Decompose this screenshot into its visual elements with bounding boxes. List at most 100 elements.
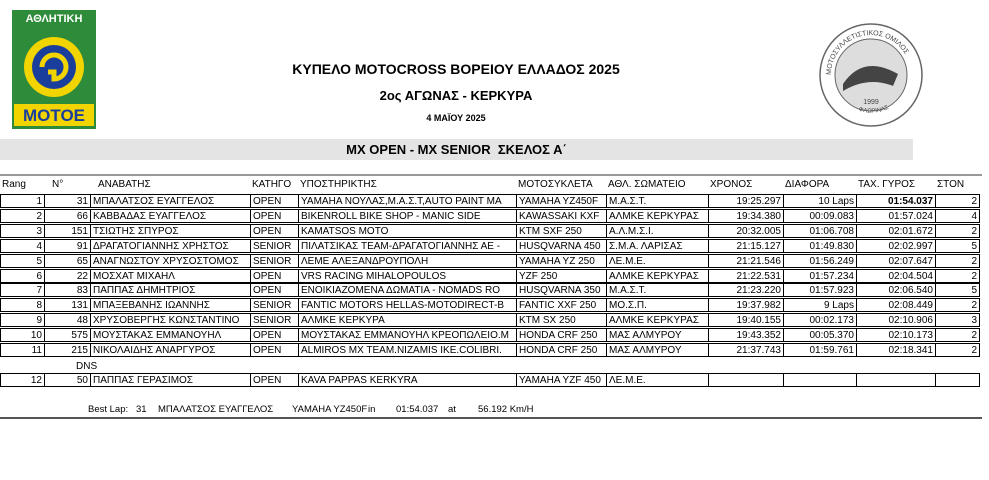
table-row: 5 65 ΑΝΑΓΝΩΣΤΟΥ ΧΡΥΣΟΣΤΟΜΟΣ SENIOR ΛΕΜΕ ΑΛΕΞ… (0, 253, 980, 269)
best-lap-number: 31 (136, 404, 147, 415)
table-cell: 50 (44, 372, 90, 387)
table-cell: BIKENROLL BIKE SHOP - MANIC SIDE (298, 208, 516, 223)
title: ΚΥΠΕΛΟ MOTOCROSS ΒΟΡΕΙΟΥ ΕΛΛΑΔΟΣ 2025 (292, 61, 620, 77)
best-lap-in: in (368, 404, 376, 415)
table-cell: 01:59.761 (783, 343, 856, 357)
table-cell (935, 372, 980, 387)
table-row: 8 131 ΜΠΑΞΕΒΑΝΗΣ ΙΩΑΝΝΗΣ SENIOR FANTIC MOTOR… (0, 298, 980, 313)
logo-bottom-text: ΜΟΤΟΕ (23, 106, 85, 125)
table-cell: 2 (0, 208, 44, 223)
table-cell: HUSQVARNA 450 (516, 238, 606, 253)
race-bar (0, 139, 913, 160)
table-cell: 21:15.127 (708, 238, 783, 253)
table-cell: 21:23.220 (708, 283, 783, 298)
table-cell: 2 (935, 253, 980, 268)
column-header: ΔΙΑΦΟΡΑ (785, 179, 830, 190)
table-cell: ΠΑΠΠΑΣ ΓΕΡΑΣΙΜΟΣ (90, 372, 250, 387)
table-cell: YAMAHA YZ 250 (516, 253, 606, 268)
table-cell: ΝΙΚΟΛΑΙΔΗΣ ΑΝΑΡΓΥΡΟΣ (90, 343, 250, 357)
table-cell: HUSQVARNA 350 (516, 283, 606, 298)
table-cell: 48 (44, 313, 90, 328)
table-cell: 2 (935, 328, 980, 343)
table-cell: 8 (0, 298, 44, 313)
best-lap-speed: 56.192 Km/H (478, 404, 534, 415)
dns-label: DNS (76, 360, 98, 372)
table-cell: 01:56.249 (783, 253, 856, 268)
logo-top-text: ΑΘΛΗΤΙΚΗ (26, 13, 83, 25)
table-cell: 5 (0, 253, 44, 268)
table-cell: 00:02.173 (783, 313, 856, 328)
table-cell: 02:07.647 (856, 253, 935, 268)
table-cell (783, 372, 856, 387)
table-cell: ΕΝΟΙΚΙΑΖΟΜΕΝΑ ΔΩΜΑΤΙΑ - NOMADS RO (298, 283, 516, 298)
table-cell: ΜΟΥΣΤΑΚΑΣ ΕΜΜΑΝΟΥΗΛ (90, 328, 250, 343)
table-cell: ΧΡΥΣΟΒΕΡΓΗΣ ΚΩΝΣΤΑΝΤΙΝΟ (90, 313, 250, 328)
table-cell: 00:09.083 (783, 208, 856, 223)
race-title: MX OPEN - MX SENIOR ΣΚΕΛΟΣ Α΄ (346, 142, 567, 157)
table-row: 11 215 ΝΙΚΟΛΑΙΔΗΣ ΑΝΑΡΓΥΡΟΣ OPEN ALMIROS MX … (0, 343, 980, 358)
table-cell: 02:04.504 (856, 268, 935, 283)
column-header: ΜΟΤΟΣΥΚΛΕΤΑ (518, 179, 593, 190)
table-cell: OPEN (250, 223, 298, 238)
table-cell: YAMAHA YZF 450 (516, 372, 606, 387)
table-cell: OPEN (250, 283, 298, 298)
table-cell: 575 (44, 328, 90, 343)
table-cell: 10 (0, 328, 44, 343)
svg-text:ΦΛΩΡΙΝΑΣ: ΦΛΩΡΙΝΑΣ (858, 105, 890, 115)
table-cell: 11 (0, 343, 44, 357)
logo-right: ΜΟΤΟΣΥΛΛΕΤΙΣΤΙΚΟΣ ΟΜΙΛΟΣ 1999 ΦΛΩΡΙΝΑΣ (819, 23, 923, 127)
table-cell: KAVA PAPPAS KERKYRA (298, 372, 516, 387)
table-cell: 7 (0, 283, 44, 298)
table-row: 1 31 ΜΠΑΛΑΤΣΟΣ ΕΥΑΓΓΕΛΟΣ OPEN YAMAHA ΝΟΥΛΑΣ,… (0, 194, 980, 209)
table-cell: SENIOR (250, 298, 298, 313)
table-cell: ΠΙΛΑΤΣΙΚΑΣ TEAM-ΔΡΑΓΑΤΟΓΙΑΝΝΗΣ ΑΕ - (298, 238, 516, 253)
header-rule (0, 174, 982, 176)
table-cell: 01:06.708 (783, 223, 856, 238)
column-header: ΑΝΑΒΑΤΗΣ (98, 179, 151, 190)
table-cell: 9 (0, 313, 44, 328)
best-lap: Best Lap: 31 ΜΠΑΛΑΤΣΟΣ ΕΥΑΓΓΕΛΟΣ YAMAHA YZ4… (0, 404, 980, 418)
table-cell: 21:22.531 (708, 268, 783, 283)
table-cell: KAMATSOS MOTO (298, 223, 516, 238)
table-cell: Μ.Α.Σ.Τ. (606, 194, 708, 208)
table-cell: 3 (935, 313, 980, 328)
table-cell: ΜΠΑΛΑΤΣΟΣ ΕΥΑΓΓΕΛΟΣ (90, 194, 250, 208)
table-row: 9 48 ΧΡΥΣΟΒΕΡΓΗΣ ΚΩΝΣΤΑΝΤΙΝΟ SENIOR ΑΛΜΚΕ ΚΕ… (0, 313, 980, 328)
table-cell: 01:54.037 (856, 194, 935, 208)
table-cell: OPEN (250, 343, 298, 357)
table-cell: 65 (44, 253, 90, 268)
table-cell: 02:08.449 (856, 298, 935, 313)
subtitle: 2ος ΑΓΩΝΑΣ - ΚΕΡΚΥΡΑ (379, 88, 533, 103)
table-cell: ΜΟΥΣΤΑΚΑΣ ΕΜΜΑΝΟΥΗΛ ΚΡΕΟΠΩΛΕΙΟ.Μ (298, 328, 516, 343)
column-header: N° (52, 179, 64, 190)
table-cell: KAWASSAKI KXF (516, 208, 606, 223)
table-cell: 151 (44, 223, 90, 238)
table-cell: 02:01.672 (856, 223, 935, 238)
table-cell: 5 (935, 283, 980, 298)
table-cell: ΜΟΣΧΑΤ ΜΙΧΑΗΛ (90, 268, 250, 283)
table-cell: 31 (44, 194, 90, 208)
table-cell: 01:49.830 (783, 238, 856, 253)
table-cell: VRS RACING MIHALOPOULOS (298, 268, 516, 283)
table-cell: 215 (44, 343, 90, 357)
table-cell: 01:57.234 (783, 268, 856, 283)
table-cell: 4 (935, 208, 980, 223)
table-cell: OPEN (250, 372, 298, 387)
table-row: 4 91 ΔΡΑΓΑΤΟΓΙΑΝΝΗΣ ΧΡΗΣΤΟΣ SENIOR ΠΙΛΑΤΣΙΚΑ… (0, 238, 980, 254)
table-cell: ΑΝΑΓΝΩΣΤΟΥ ΧΡΥΣΟΣΤΟΜΟΣ (90, 253, 250, 268)
table-cell: YZF 250 (516, 268, 606, 283)
table-cell: 19:34.380 (708, 208, 783, 223)
table-cell: 2 (935, 223, 980, 238)
table-cell: 1 (0, 194, 44, 208)
table-row: 3 151 ΤΣΙΩΤΗΣ ΣΠΥΡΟΣ OPEN KAMATSOS MOTO KTM S… (0, 223, 980, 239)
logo-left: ΑΘΛΗΤΙΚΗ ΜΟΤΟΕ (12, 10, 96, 129)
table-cell: 02:02.997 (856, 238, 935, 253)
best-lap-at: at (448, 404, 456, 415)
column-header: Rang (2, 179, 26, 190)
table-cell: 5 (935, 238, 980, 253)
table-cell: 12 (0, 372, 44, 387)
table-cell: 00:05.370 (783, 328, 856, 343)
table-cell: 2 (935, 268, 980, 283)
column-header: ΣΤΟΝ (937, 179, 965, 190)
